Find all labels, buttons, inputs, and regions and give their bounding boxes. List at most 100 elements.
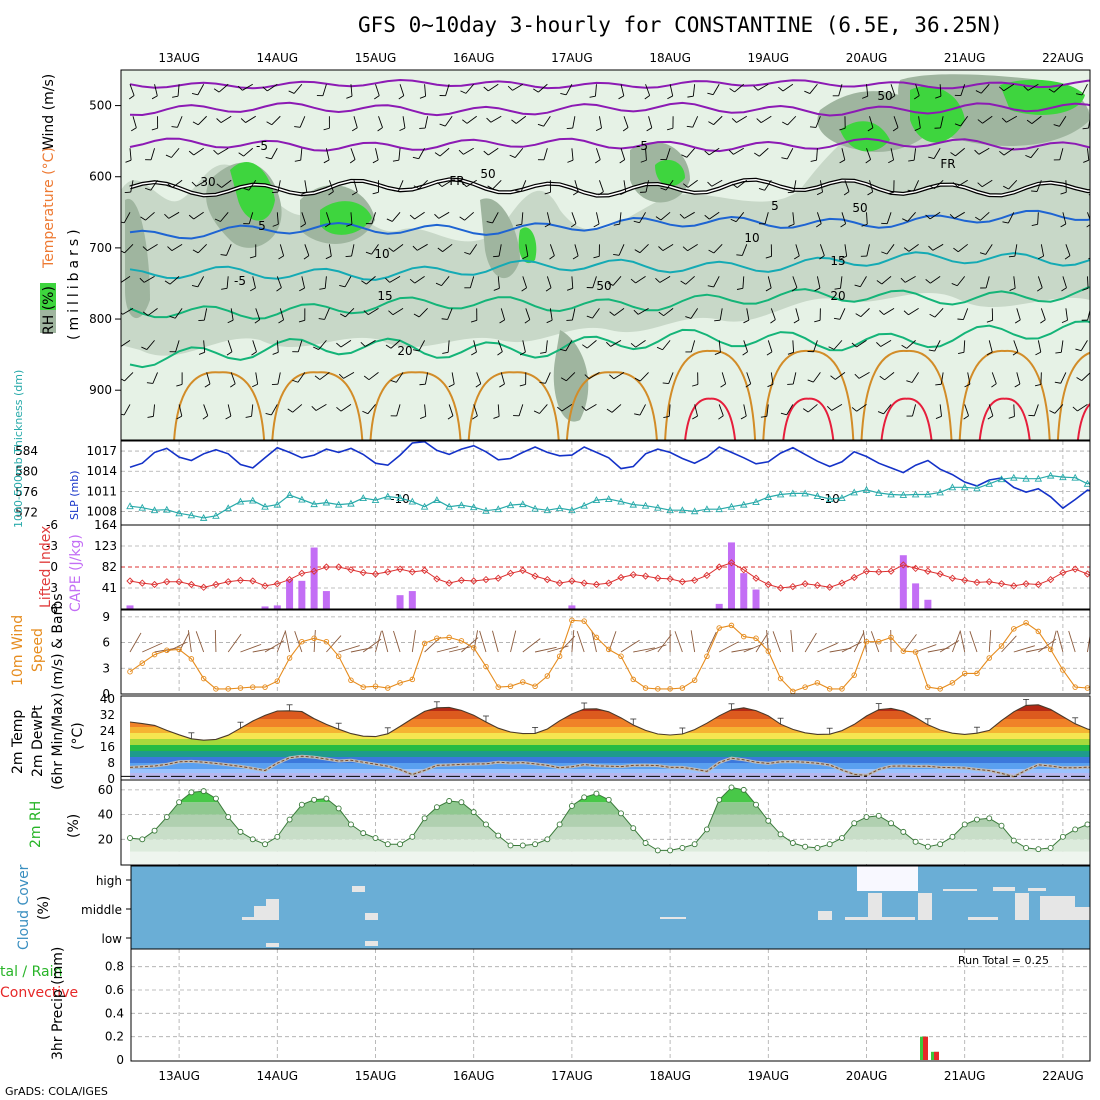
- li-marker: [801, 580, 809, 588]
- cloud-box: [660, 917, 686, 919]
- wind-barb: [1062, 212, 1067, 225]
- wind-barb: [129, 148, 132, 161]
- wind-barb-flag: [493, 255, 500, 258]
- wind10m-marker: [876, 638, 882, 645]
- wind10m-barb: [620, 639, 640, 653]
- wind10m-units-label: (m/s) & Barbs: [50, 593, 66, 690]
- wind-barb: [196, 179, 207, 187]
- li-marker: [936, 570, 944, 578]
- wind-label: Wind (m/s): [41, 74, 57, 150]
- thickness-marker: [212, 511, 220, 519]
- wind-barb: [687, 179, 698, 188]
- wind-barb: [856, 340, 867, 348]
- thickness-marker: [457, 501, 466, 509]
- wind-barb: [252, 276, 256, 289]
- wind-barb: [441, 179, 453, 187]
- wind-barb: [1053, 83, 1064, 93]
- wind-barb: [324, 308, 330, 320]
- wind-barb: [328, 244, 332, 257]
- wind-barb-flag: [1055, 351, 1062, 354]
- wind-barb-flag: [953, 247, 959, 253]
- wind-barb-flag: [833, 317, 841, 320]
- wind-barb: [1007, 212, 1015, 224]
- slp-grid: [121, 441, 1090, 525]
- wind-barb-flag: [265, 413, 272, 416]
- wind-barb: [152, 404, 155, 417]
- wind-barb-flag: [390, 380, 397, 383]
- wind-barb: [350, 148, 356, 160]
- wind-barb: [978, 147, 990, 155]
- wind-barb: [172, 179, 183, 188]
- wind-barb: [301, 276, 305, 289]
- wind-barb: [464, 211, 474, 221]
- wind10m-barb: [766, 630, 769, 653]
- rh2m-marker: [839, 835, 845, 842]
- wind-barb: [206, 372, 211, 385]
- wind10m-marker: [151, 651, 158, 658]
- wind-barb: [226, 244, 232, 256]
- wind-barb-flag: [125, 159, 132, 163]
- rh2m-marker: [249, 836, 256, 843]
- cape-bar: [899, 555, 907, 609]
- wind-barb-flag: [497, 351, 503, 356]
- wind10m-marker: [372, 683, 379, 690]
- wind10m-barb: [142, 642, 163, 653]
- wind-barb: [613, 372, 625, 380]
- wind-barb-flag: [566, 287, 573, 291]
- cape-tick: 82: [102, 560, 117, 574]
- wind-barb-flag: [907, 189, 914, 192]
- wind-barb-flag: [462, 119, 468, 124]
- wind-barb: [277, 180, 281, 193]
- wind-barb-flag: [164, 280, 171, 285]
- wind-barb-flag: [409, 214, 415, 220]
- cape-bar: [322, 591, 330, 609]
- wind10m-panel: 9 6 3 0 10m Wind Speed (m/s) & Barbs: [10, 593, 1091, 701]
- wind-barb: [193, 211, 204, 220]
- wind-barb: [255, 372, 259, 385]
- wind-barb-flag: [1031, 223, 1038, 226]
- wind-barb-flag: [441, 318, 448, 320]
- wind10m-barb: [1025, 647, 1048, 653]
- wind-barb: [220, 115, 232, 123]
- precip-conv-bar: [923, 1036, 928, 1060]
- li-marker: [727, 559, 736, 567]
- wind-barb: [981, 179, 993, 188]
- li-marker: [285, 575, 294, 584]
- wind-barb-flag: [957, 318, 964, 321]
- wind-barb: [736, 115, 747, 123]
- wind-barb: [522, 340, 526, 353]
- cloud-box: [1015, 893, 1029, 920]
- wind-barb-flag: [169, 315, 176, 319]
- wind-barb: [514, 147, 524, 158]
- wind-barb-flag: [606, 341, 611, 347]
- wind-barb-flag: [165, 154, 172, 158]
- li-marker: [457, 576, 466, 584]
- wind-barb-flag: [151, 95, 158, 100]
- wind-barb-flag: [928, 245, 934, 251]
- wind-barb: [599, 116, 602, 129]
- rh2m-marker: [1035, 846, 1042, 853]
- thickness-marker: [703, 505, 711, 513]
- cloud-box: [918, 893, 932, 920]
- wind-barb: [549, 244, 555, 256]
- wind-grid: [121, 610, 1090, 694]
- wind-barb-flag: [826, 405, 832, 411]
- hot-contour: [684, 397, 737, 440]
- wind-barb: [276, 276, 282, 288]
- wind-barb-flag: [115, 343, 120, 347]
- wind-barb: [297, 340, 303, 352]
- wind-barb-flag: [412, 349, 420, 352]
- wind-barb-flag: [1064, 255, 1071, 260]
- wind-barb-flag: [1072, 406, 1078, 412]
- wind-barb: [538, 83, 548, 93]
- temp-band: [130, 711, 1090, 719]
- rh2m-marker: [814, 844, 821, 851]
- wind10m-marker: [225, 686, 231, 692]
- wind-barb-flag: [413, 185, 420, 190]
- wind10m-marker: [765, 648, 772, 654]
- wind-barb: [220, 212, 229, 222]
- pressure-tick-label: 900: [89, 383, 112, 397]
- thickness-marker: [960, 483, 969, 491]
- wind10m-barb: [755, 633, 769, 653]
- wind-barb-flag: [791, 287, 798, 292]
